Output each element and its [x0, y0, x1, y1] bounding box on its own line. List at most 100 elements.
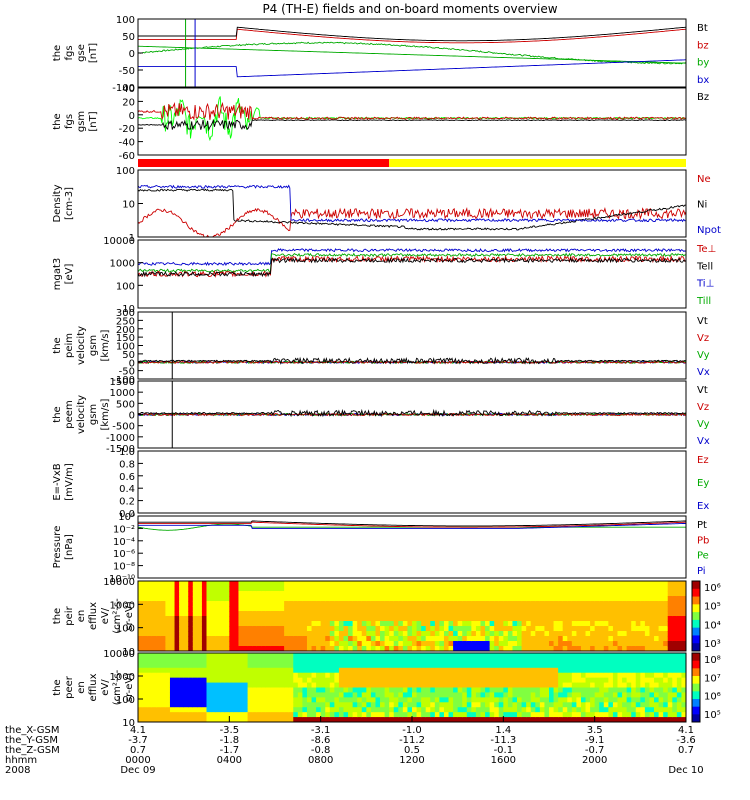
- spectrogram-cell: [174, 667, 180, 674]
- spectrogram-cell: [658, 631, 664, 637]
- spectrogram-cell: [224, 606, 230, 612]
- spectrogram-cell: [211, 712, 217, 718]
- spectrogram-cell: [658, 601, 664, 607]
- spectrogram-cell: [380, 626, 386, 632]
- spectrogram-cell: [521, 712, 527, 718]
- spectrogram-cell: [316, 657, 322, 664]
- spectrogram-cell: [507, 636, 514, 642]
- spectrogram-cell: [165, 653, 171, 659]
- spectrogram-cell: [243, 687, 249, 694]
- spectrogram-cell: [201, 717, 208, 722]
- spectrogram-cell: [489, 662, 495, 669]
- spectrogram-cell: [663, 626, 669, 632]
- spectrogram-cell: [507, 606, 514, 612]
- spectrogram-cell: [430, 616, 436, 622]
- spectrogram-cell: [626, 611, 632, 617]
- spectrogram-cell: [571, 626, 577, 632]
- y-tick-label: 0.4: [119, 484, 135, 495]
- spectrogram-cell: [558, 697, 564, 703]
- spectrogram-cell: [471, 697, 477, 703]
- spectrogram-cell: [320, 636, 326, 642]
- spectrogram-cell: [654, 586, 660, 592]
- spectrogram-cell: [211, 702, 217, 708]
- spectrogram-cell: [302, 717, 308, 722]
- spectrogram-cell: [238, 616, 244, 622]
- spectrogram-cell: [558, 636, 564, 642]
- spectrogram-cell: [169, 682, 176, 689]
- spectrogram-cell: [151, 712, 157, 718]
- spectrogram-cell: [594, 717, 600, 722]
- spectrogram-cell: [535, 717, 541, 722]
- spectrogram-cell: [553, 717, 559, 722]
- spectrogram-cell: [676, 692, 683, 698]
- spectrogram-cell: [398, 591, 404, 597]
- spectrogram-cell: [603, 581, 609, 587]
- spectrogram-cell: [165, 672, 171, 679]
- spectrogram-cell: [530, 707, 536, 713]
- spectrogram-cell: [544, 662, 550, 669]
- spectrogram-cell: [489, 596, 495, 602]
- spectrogram-cell: [475, 646, 482, 651]
- spectrogram-cell: [142, 626, 148, 632]
- spectrogram-cell: [576, 611, 582, 617]
- spectrogram-cell: [462, 596, 468, 602]
- spectrogram-cell: [617, 662, 623, 669]
- spectrogram-cell: [138, 657, 144, 664]
- spectrogram-cell: [439, 667, 445, 674]
- spectrogram-cell: [233, 697, 240, 703]
- spectrogram-cell: [297, 591, 303, 597]
- spectrogram-cell: [402, 611, 409, 617]
- spectrogram-cell: [151, 653, 157, 659]
- spectrogram-cell: [233, 657, 240, 664]
- spectrogram-cell: [316, 581, 322, 587]
- spectrogram-cell: [434, 672, 440, 679]
- spectrogram-cell: [375, 717, 381, 722]
- spectrogram-cell: [612, 662, 619, 669]
- spectrogram-cell: [174, 631, 180, 637]
- spectrogram-cell: [526, 712, 532, 718]
- y-tick-label: 1: [129, 233, 135, 244]
- spectrogram-cell: [325, 653, 331, 659]
- spectrogram-cell: [439, 586, 445, 592]
- spectrogram-cell: [462, 591, 468, 597]
- spectrogram-cell: [183, 692, 189, 698]
- spectrogram-cell: [649, 581, 655, 587]
- spectrogram-cell: [549, 596, 555, 602]
- spectrogram-cell: [338, 581, 345, 587]
- spectrogram-cell: [549, 581, 555, 587]
- spectrogram-cell: [297, 702, 303, 708]
- colorbar-cell: [692, 581, 700, 590]
- spectrogram-cell: [389, 591, 395, 597]
- spectrogram-cell: [224, 641, 230, 647]
- spectrogram-cell: [348, 646, 354, 651]
- spectrogram-cell: [425, 641, 431, 647]
- spectrogram-cell: [247, 692, 253, 698]
- spectrogram-cell: [626, 641, 632, 647]
- spectrogram-cell: [329, 662, 335, 669]
- spectrogram-cell: [320, 692, 326, 698]
- spectrogram-cell: [370, 657, 377, 664]
- spectrogram-cell: [562, 581, 568, 587]
- y-tick-label: 10⁻⁸: [113, 562, 135, 573]
- legend-entry: bx: [697, 75, 709, 86]
- spectrogram-cell: [197, 631, 203, 637]
- spectrogram-cell: [261, 611, 267, 617]
- spectrogram-cell: [681, 616, 686, 622]
- spectrogram-cell: [398, 667, 404, 674]
- spectrogram-cell: [416, 702, 422, 708]
- spectrogram-cell: [640, 631, 646, 637]
- spectrogram-cell: [480, 677, 486, 684]
- spectrogram-cell: [443, 621, 450, 627]
- spectrogram-cell: [603, 586, 609, 592]
- spectrogram-cell: [553, 601, 559, 607]
- spectrogram-cell: [631, 692, 637, 698]
- spectrogram-cell: [667, 641, 673, 647]
- spectrogram-cell: [325, 621, 331, 627]
- spectrogram-cell: [279, 611, 285, 617]
- spectrogram-cell: [512, 646, 518, 651]
- spectrogram-cell: [229, 717, 235, 722]
- spectrogram-cell: [275, 692, 281, 698]
- spectrogram-cell: [608, 707, 614, 713]
